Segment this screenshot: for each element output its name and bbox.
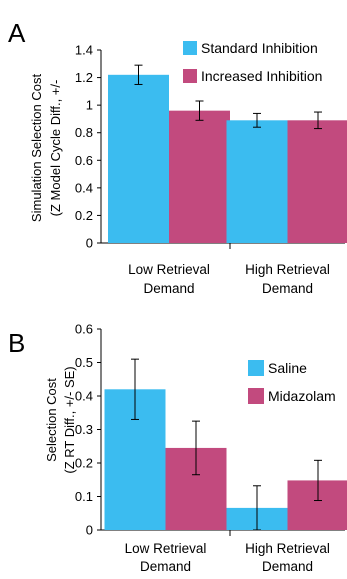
- legend-swatch: [248, 388, 264, 404]
- legend-swatch: [183, 69, 197, 83]
- category-label: Demand: [143, 281, 194, 296]
- legend-label: Midazolam: [268, 388, 336, 404]
- legend-label: Saline: [268, 360, 307, 376]
- bar-midazolam: [287, 480, 347, 530]
- chart-panel-b: B Selection Cost (Z RT Diff., +/- SE) 0 0.1 0…: [8, 322, 347, 574]
- y-axis-label: Selection Cost: [44, 378, 59, 462]
- y-axis-label: Simulation Selection Cost: [29, 74, 44, 223]
- y-tick-label: 1.4: [75, 43, 93, 58]
- category-label: Demand: [262, 559, 313, 574]
- y-tick-label: 0.3: [75, 422, 93, 437]
- category-label: High Retrieval: [245, 541, 330, 556]
- category-label: High Retrieval: [245, 262, 330, 277]
- y-tick-label: 0.1: [75, 489, 93, 504]
- y-tick-label: 0.4: [75, 389, 93, 404]
- category-label: Demand: [262, 281, 313, 296]
- category-label: Demand: [140, 559, 191, 574]
- bar-standard-inhibition: [108, 74, 169, 243]
- legend-swatch: [183, 41, 197, 55]
- legend-label: Increased Inhibition: [201, 68, 322, 84]
- bar-increased-inhibition: [169, 110, 230, 244]
- category-label: Low Retrieval: [128, 262, 210, 277]
- chart-panel-a: A Simulation Selection Cost (Z Model Cycle…: [8, 18, 347, 296]
- y-tick-label: 0: [86, 523, 93, 538]
- y-tick-label: 1: [86, 98, 93, 113]
- y-tick-label: 0.4: [75, 180, 93, 195]
- y-axis-label: (Z Model Cycle Diff., +/-: [48, 80, 63, 217]
- y-axis-label: (Z RT Diff., +/- SE): [62, 366, 77, 473]
- category-label: Low Retrieval: [125, 541, 207, 556]
- y-tick-label: 0: [86, 236, 93, 251]
- y-tick-label: 0.6: [75, 153, 93, 168]
- bar-standard-inhibition: [226, 120, 288, 243]
- y-tick-label: 0.6: [75, 322, 93, 337]
- y-tick-label: 0.2: [75, 456, 93, 471]
- legend-swatch: [248, 360, 264, 376]
- y-tick-label: 0.2: [75, 208, 93, 223]
- y-tick-label: 0.5: [75, 355, 93, 370]
- y-tick-label: 1.2: [75, 70, 93, 85]
- bar-increased-inhibition: [287, 120, 347, 243]
- panel-letter: A: [8, 18, 26, 48]
- legend-label: Standard Inhibition: [201, 40, 318, 56]
- panel-letter: B: [8, 328, 25, 358]
- y-tick-label: 0.8: [75, 125, 93, 140]
